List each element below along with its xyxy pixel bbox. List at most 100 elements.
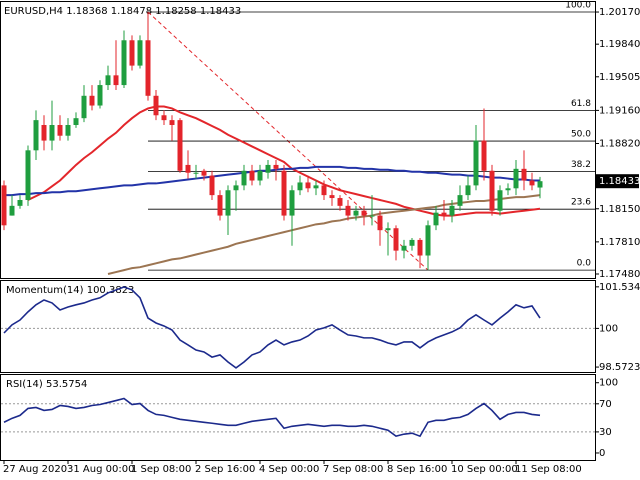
momentum-panel-frame <box>0 280 596 373</box>
momentum-title: Momentum(14) <box>6 285 84 296</box>
candle-body <box>441 212 447 216</box>
candle-body <box>369 215 375 217</box>
candle-body <box>337 198 343 206</box>
candle-body <box>305 182 311 189</box>
candle-body <box>225 190 231 216</box>
y-tick-label: 70 <box>599 399 612 410</box>
x-tick-label: 1 Sep 08:00 <box>131 464 191 475</box>
line <box>3 397 541 438</box>
line <box>27 105 541 217</box>
fib-label: 100.0 <box>565 1 591 11</box>
last-open: 1.18368 <box>66 6 107 17</box>
y-tick-label: 1.19505 <box>599 72 640 83</box>
candle-body <box>321 185 327 196</box>
candle-body <box>121 40 127 86</box>
candle-body <box>97 85 103 106</box>
rsi-header: RSI(14) 53.5754 <box>6 379 87 390</box>
candle-body <box>49 125 55 141</box>
candle-body <box>241 170 247 186</box>
candle-body <box>297 182 303 191</box>
candle-body <box>33 120 39 151</box>
candle-body <box>233 185 239 191</box>
candle-body <box>449 205 455 216</box>
candle-body <box>137 40 143 66</box>
candle-body <box>425 225 431 256</box>
candle-body <box>521 168 527 181</box>
candle-body <box>41 125 47 141</box>
x-tick-label: 8 Sep 16:00 <box>387 464 447 475</box>
candle-body <box>265 164 271 173</box>
candle-body <box>345 205 351 216</box>
candle-body <box>273 164 279 169</box>
candle-body <box>257 170 263 181</box>
candle-body <box>81 95 87 119</box>
momentum-header: Momentum(14) 100.3823 <box>6 285 134 296</box>
line <box>4 165 540 197</box>
candle-body <box>465 185 471 196</box>
candle-body <box>129 40 135 66</box>
y-tick-label: 101.5346 <box>599 282 640 293</box>
candle-body <box>313 185 319 189</box>
y-tick-label: 1.18820 <box>599 139 640 150</box>
fib-label: 23.6 <box>571 198 591 208</box>
fib-label: 61.8 <box>571 99 591 109</box>
candle-body <box>105 75 111 86</box>
rsi-title: RSI(14) <box>6 379 43 390</box>
candle-body <box>497 190 503 211</box>
y-tick-label: 100 <box>599 323 618 334</box>
candle-body <box>249 170 255 181</box>
symbol: EURUSD,H4 <box>4 6 63 17</box>
candle-body <box>153 95 159 116</box>
candle-body <box>529 180 535 186</box>
x-tick-label: 11 Sep 08:00 <box>515 464 582 475</box>
candle-body <box>537 181 543 188</box>
candle-body <box>385 228 391 231</box>
candle-body <box>361 210 367 216</box>
price-panel-frame <box>0 1 596 279</box>
fib-label: 38.2 <box>571 160 591 170</box>
x-tick-label: 27 Aug 2020 <box>3 464 67 475</box>
y-tick-label: 1.19160 <box>599 105 640 116</box>
candle-body <box>457 195 463 206</box>
y-tick-label: 1.18150 <box>599 204 640 215</box>
y-tick-label: 1.19840 <box>599 39 640 50</box>
candle-body <box>161 115 167 121</box>
candle-body <box>113 75 119 86</box>
candle-body <box>329 195 335 199</box>
last-close: 1.18433 <box>200 6 241 17</box>
candle-body <box>89 95 95 106</box>
y-tick-label: 1.17480 <box>599 269 640 280</box>
y-tick-label: 1.20170 <box>599 7 640 18</box>
line <box>107 194 541 275</box>
x-tick-label: 2 Sep 16:00 <box>195 464 255 475</box>
fib-label: 50.0 <box>571 130 591 140</box>
y-tick-label: 98.5723 <box>599 362 640 373</box>
candle-body <box>145 40 151 96</box>
x-tick-label: 4 Sep 00:00 <box>259 464 319 475</box>
candle-body <box>193 172 199 174</box>
x-tick-label: 31 Aug 00:00 <box>67 464 134 475</box>
candle-body <box>505 188 511 191</box>
momentum-last: 100.3823 <box>87 285 135 296</box>
candle-body <box>417 239 423 256</box>
x-tick-label: 10 Sep 00:00 <box>451 464 518 475</box>
candle-body <box>25 150 31 200</box>
y-tick-label: 0 <box>599 448 605 459</box>
candle-body <box>17 199 23 206</box>
candle-body <box>473 140 479 186</box>
candle-body <box>209 175 215 196</box>
candle-body <box>201 170 207 176</box>
candle-body <box>185 164 191 173</box>
candle-body <box>169 120 175 126</box>
candle-body <box>393 228 399 251</box>
y-tick-label: 30 <box>599 427 612 438</box>
fib-label: 0.0 <box>577 259 592 269</box>
candle-body <box>433 212 439 226</box>
rsi-last: 53.5754 <box>46 379 87 390</box>
candle-body <box>513 168 519 189</box>
candle-body <box>481 140 487 171</box>
candle-body <box>73 118 79 126</box>
candle-body <box>409 239 415 246</box>
